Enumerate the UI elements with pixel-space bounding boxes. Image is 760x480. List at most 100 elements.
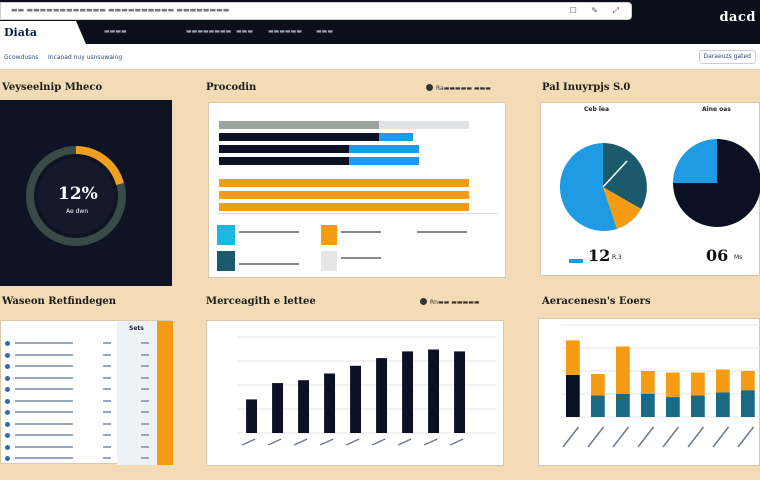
row-label-placeholder xyxy=(15,353,73,356)
stacked-bar-segment[interactable] xyxy=(616,346,630,394)
stacked-bar-segment[interactable] xyxy=(641,394,655,417)
row-value-placeholder xyxy=(141,445,149,448)
legend-swatch-amber xyxy=(321,225,337,245)
x-tick-placeholder xyxy=(637,426,655,448)
pie-left-slice-amber xyxy=(603,187,641,229)
brand-logo[interactable]: Diata xyxy=(4,26,38,39)
nav-item-4[interactable]: ▬▬▬▬▬▬ xyxy=(268,28,303,35)
pie-right-slice-sky xyxy=(673,139,717,183)
table-row[interactable] xyxy=(3,360,153,373)
table-accent-bar xyxy=(157,321,173,465)
stacked-bar-segment[interactable] xyxy=(591,374,605,396)
stacked-bar-segment[interactable] xyxy=(641,371,655,394)
bar-mark[interactable] xyxy=(324,373,336,433)
row-label-placeholder xyxy=(15,365,73,367)
pie-right-value: 06 xyxy=(706,246,729,265)
row-label-placeholder xyxy=(15,399,73,402)
hbar-2a xyxy=(219,133,379,141)
date-filter-button[interactable]: Daraeuzs gated xyxy=(698,50,756,64)
row-value-placeholder xyxy=(103,376,111,379)
stacked-bar-segment[interactable] xyxy=(691,395,705,417)
x-tick-placeholder xyxy=(345,438,360,446)
table-row[interactable] xyxy=(3,406,153,419)
hbar-1b xyxy=(379,121,469,129)
legend-line xyxy=(239,231,299,233)
x-tick-placeholder xyxy=(267,438,282,446)
bar-mark[interactable] xyxy=(246,399,258,433)
x-tick-placeholder xyxy=(612,426,630,448)
x-tick-placeholder xyxy=(449,438,464,446)
hbar-4a xyxy=(219,157,349,165)
stacked-bar-segment[interactable] xyxy=(591,395,605,417)
hbar-3a xyxy=(219,145,349,153)
legend-line xyxy=(417,231,467,233)
x-tick-placeholder xyxy=(587,426,605,448)
row-value-placeholder xyxy=(103,422,111,425)
bars-panel xyxy=(208,102,506,278)
nav-item-1[interactable]: ▬▬▬▬ xyxy=(104,28,127,35)
bar-mark[interactable] xyxy=(428,349,440,433)
pies-panel-title: Pal Inuyrpjs S.0 xyxy=(542,82,631,93)
x-tick-placeholder xyxy=(687,426,705,448)
stacked-bar-segment[interactable] xyxy=(566,374,580,417)
table-row[interactable] xyxy=(3,395,153,408)
table-col-highlight xyxy=(117,321,157,465)
legend-line xyxy=(341,257,381,259)
x-tick-placeholder xyxy=(397,438,412,446)
pies-svg xyxy=(559,139,760,263)
pie-left-unit: R.3 xyxy=(612,254,622,261)
table-row[interactable] xyxy=(3,418,153,431)
table-panel: Sets xyxy=(0,320,173,465)
filter-link-b[interactable]: Incaoad nuy usnsuwaing xyxy=(48,54,123,61)
stacked-bar-segment[interactable] xyxy=(616,394,630,417)
pie-left-heading: Ceb lea xyxy=(584,106,610,113)
nav-item-5[interactable]: ▬▬▬ xyxy=(316,28,334,35)
address-bar[interactable]: ▬▬ ▬▬▬▬▬▬▬▬▬▬▬▬ ▬▬▬▬▬▬▬▬▬▬ ▬▬▬▬▬▬▬▬ ☐ ✎ … xyxy=(0,2,632,20)
gauge-panel xyxy=(0,100,172,286)
table-row[interactable] xyxy=(3,383,153,396)
row-value-placeholder xyxy=(103,388,111,390)
table-row[interactable] xyxy=(3,429,153,442)
bar-chart-title: Merceagith e lettee xyxy=(206,296,316,307)
filter-bar: Gcowdusns Incaoad nuy usnsuwaing Daraeuz… xyxy=(0,44,760,70)
table-row[interactable] xyxy=(3,441,153,454)
bars-panel-tag-text: Ra▬▬▬▬▬ ▬▬▬ xyxy=(436,85,491,92)
stacked-bar-segment[interactable] xyxy=(666,372,680,398)
row-value-placeholder xyxy=(103,411,111,413)
bar-mark[interactable] xyxy=(376,358,388,433)
stacked-bar-segment[interactable] xyxy=(741,371,755,391)
stacked-bar-segment[interactable] xyxy=(566,340,580,375)
stacked-bar-segment[interactable] xyxy=(716,392,730,417)
hbar-1a xyxy=(219,121,379,129)
row-icon xyxy=(5,421,10,427)
filter-link-a[interactable]: Gcowdusns xyxy=(4,54,39,61)
stacked-bar-segment[interactable] xyxy=(666,397,680,417)
bar-chart-svg xyxy=(237,336,497,446)
row-icon xyxy=(5,456,10,461)
bar-mark[interactable] xyxy=(350,365,362,433)
nav-item-2[interactable]: ▬▬▬▬▬▬▬▬ xyxy=(186,28,232,35)
table-row[interactable] xyxy=(3,372,153,385)
stacked-bar-segment[interactable] xyxy=(691,372,705,396)
bar-mark[interactable] xyxy=(402,351,414,433)
row-value-placeholder xyxy=(103,457,111,459)
browser-icons[interactable]: ☐ ✎ ⤢ xyxy=(569,6,625,15)
bar-mark[interactable] xyxy=(298,380,310,433)
nav-item-3[interactable]: ▬▬▬ xyxy=(236,28,254,35)
pie-left-slice-sky xyxy=(559,143,617,231)
row-value-placeholder xyxy=(141,434,149,436)
table-row[interactable] xyxy=(3,337,153,350)
row-value-placeholder xyxy=(103,445,111,448)
row-value-placeholder xyxy=(141,388,149,390)
stacked-chart-panel xyxy=(538,318,760,466)
stacked-bar-segment[interactable] xyxy=(741,390,755,417)
bar-mark[interactable] xyxy=(454,351,466,433)
bars-panel-tag: Ra▬▬▬▬▬ ▬▬▬ xyxy=(426,84,491,92)
bar-mark[interactable] xyxy=(272,383,284,433)
table-row[interactable] xyxy=(3,452,153,465)
row-value-placeholder xyxy=(141,399,149,402)
table-row[interactable] xyxy=(3,349,153,362)
x-tick-placeholder xyxy=(319,438,334,446)
stacked-bar-segment[interactable] xyxy=(716,369,730,393)
bar-chart-panel xyxy=(206,320,504,466)
